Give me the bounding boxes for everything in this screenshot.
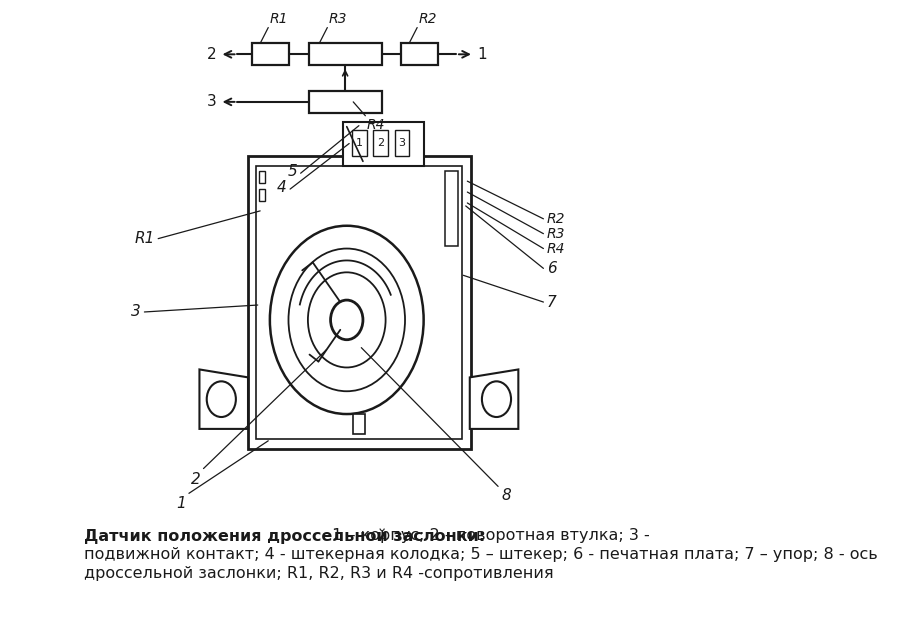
Text: 2: 2: [377, 138, 384, 147]
Circle shape: [270, 226, 424, 414]
Text: 7: 7: [547, 294, 557, 310]
Text: подвижной контакт; 4 - штекерная колодка; 5 – штекер; 6 - печатная плата; 7 – уп: подвижной контакт; 4 - штекерная колодка…: [84, 547, 877, 562]
Text: R4: R4: [547, 241, 565, 255]
Text: 8: 8: [501, 489, 511, 503]
Text: R2: R2: [419, 12, 438, 25]
Circle shape: [308, 272, 386, 368]
Circle shape: [482, 381, 511, 417]
Text: 2: 2: [207, 47, 216, 62]
Text: 3: 3: [207, 94, 216, 109]
Text: 1: 1: [176, 496, 186, 511]
Text: R1: R1: [270, 12, 289, 25]
Bar: [394, 130, 410, 156]
Circle shape: [207, 381, 236, 417]
Text: 6: 6: [547, 261, 557, 276]
Text: 1: 1: [356, 138, 363, 147]
Polygon shape: [469, 370, 518, 429]
Text: R1: R1: [134, 231, 155, 246]
Bar: [259, 189, 265, 201]
Bar: [446, 172, 458, 246]
Bar: [342, 122, 424, 167]
Bar: [309, 43, 381, 65]
Bar: [248, 156, 470, 449]
Text: 3: 3: [132, 304, 141, 320]
Bar: [259, 172, 265, 183]
Text: 5: 5: [288, 164, 298, 179]
Bar: [373, 130, 388, 156]
Bar: [252, 43, 290, 65]
Bar: [309, 91, 381, 113]
Text: 4: 4: [277, 180, 287, 194]
Circle shape: [331, 300, 363, 340]
Text: 1 – корпус; 2 - поворотная втулка; 3 -: 1 – корпус; 2 - поворотная втулка; 3 -: [327, 528, 649, 543]
Circle shape: [289, 249, 405, 391]
Text: R3: R3: [329, 12, 348, 25]
Bar: [256, 167, 462, 439]
Bar: [352, 130, 367, 156]
Text: 3: 3: [399, 138, 405, 147]
Text: дроссельной заслонки; R1, R2, R3 и R4 -сопротивления: дроссельной заслонки; R1, R2, R3 и R4 -с…: [84, 566, 553, 581]
Text: R4: R4: [367, 118, 386, 132]
Text: Датчик положения дроссельной заслонки:: Датчик положения дроссельной заслонки:: [84, 528, 485, 544]
Text: R2: R2: [547, 212, 565, 226]
Bar: [401, 43, 439, 65]
Polygon shape: [200, 370, 248, 429]
Text: 1: 1: [477, 47, 487, 62]
Text: 2: 2: [191, 471, 201, 487]
Bar: [353, 414, 364, 434]
Text: R3: R3: [547, 226, 565, 241]
